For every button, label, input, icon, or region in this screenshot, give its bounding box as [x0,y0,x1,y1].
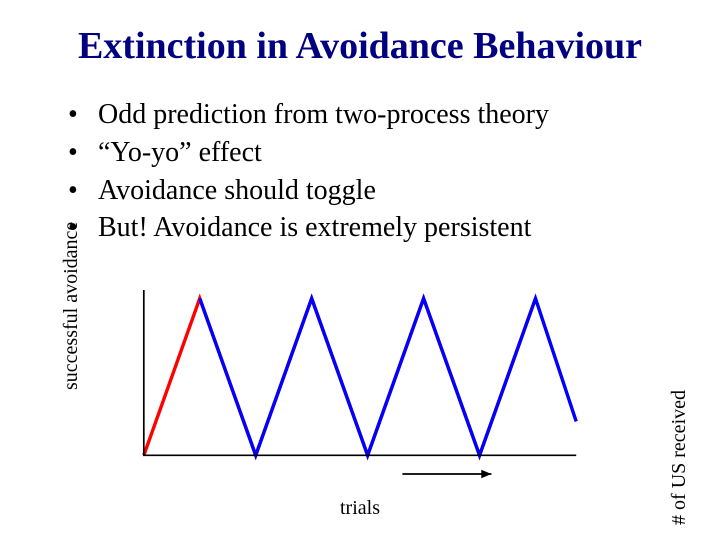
bullet-text: Odd prediction from two-process theory [98,96,549,134]
list-item: • “Yo-yo” effect [68,134,720,172]
x-axis-label: trials [60,497,660,520]
bullet-text: But! Avoidance is extremely persistent [98,209,531,247]
bullet-dot: • [68,134,98,172]
chart-plot [105,290,615,485]
list-item: • Avoidance should toggle [68,172,720,210]
bullet-dot: • [68,172,98,210]
y-axis-label-right: # of US received [668,390,691,525]
series-blue [200,298,576,455]
bullet-list: • Odd prediction from two-process theory… [0,68,720,247]
bullet-text: Avoidance should toggle [98,172,376,210]
chart: successful avoidance # of US received tr… [60,290,660,520]
bullet-dot: • [68,96,98,134]
list-item: • Odd prediction from two-process theory [68,96,720,134]
y-axis-label-left: successful avoidance [60,222,83,390]
bullet-text: “Yo-yo” effect [98,134,262,172]
x-arrow-head-icon [481,470,491,478]
page-title: Extinction in Avoidance Behaviour [0,0,720,68]
list-item: • But! Avoidance is extremely persistent [68,209,720,247]
